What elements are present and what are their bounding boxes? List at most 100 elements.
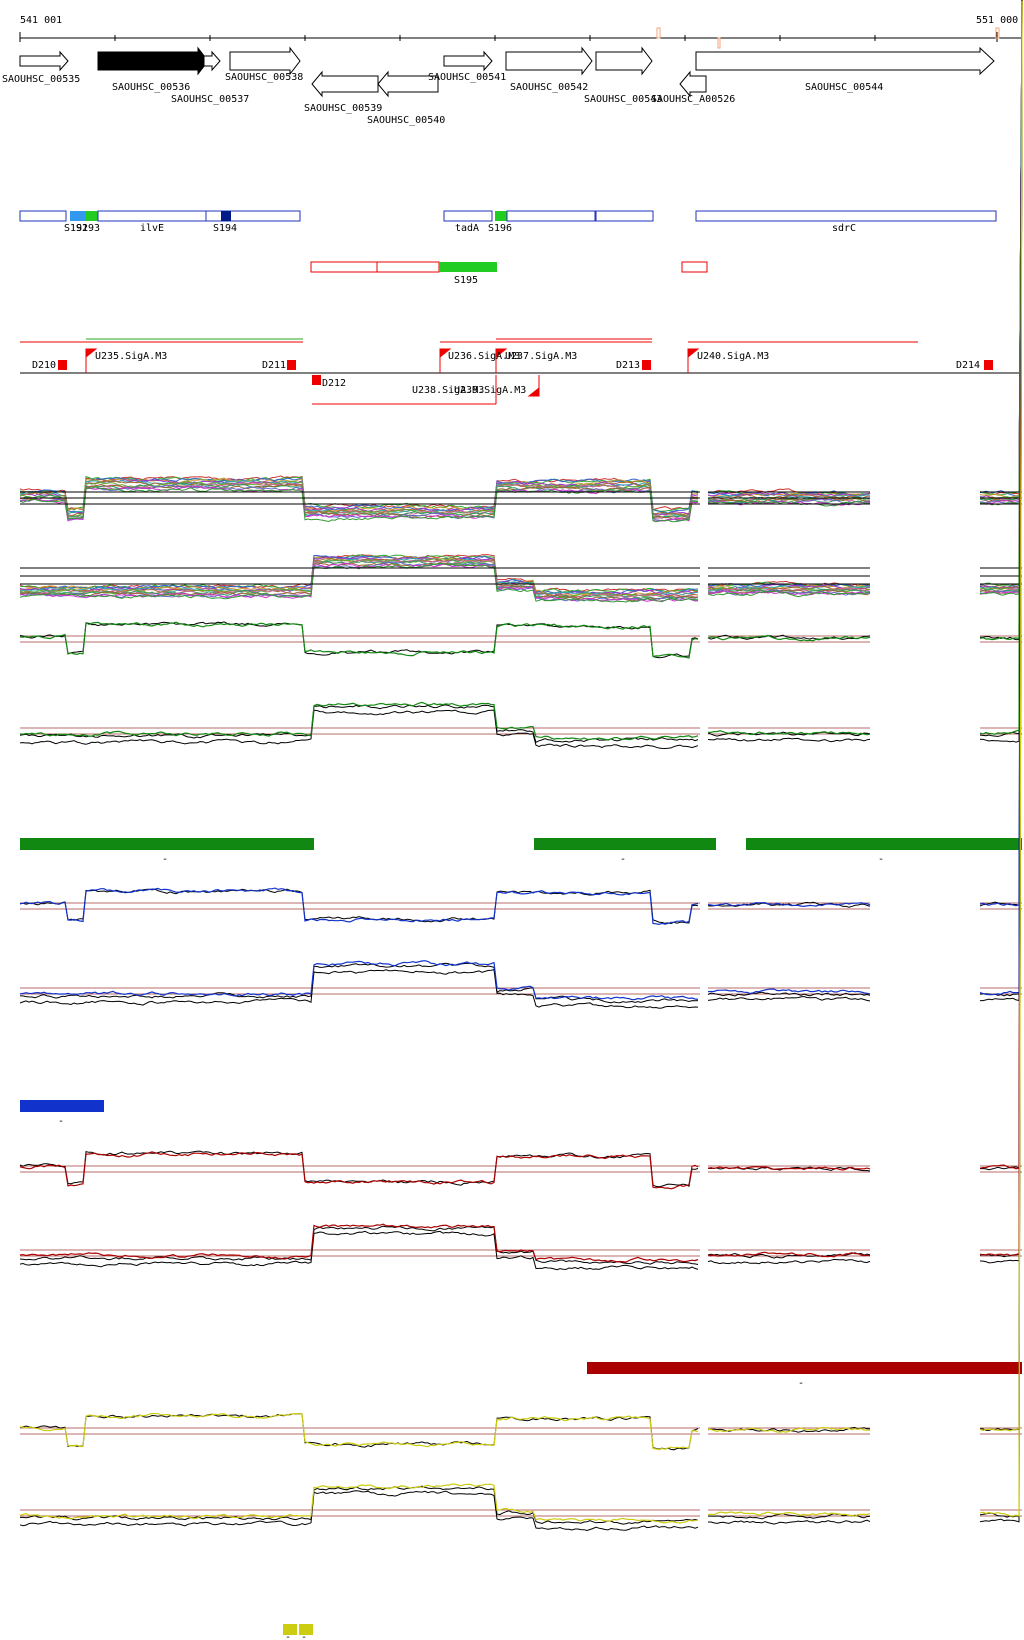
signal-trace [19,0,1023,1001]
signal-trace [19,0,1023,522]
signal-trace [19,0,1023,1524]
signal-trace [19,0,1023,741]
signal-trace [19,0,1023,516]
coordinate-ruler: 541 001 551 000 [19,15,1022,49]
gene-arrow[interactable] [311,70,379,98]
segment-label: - [798,1378,804,1389]
signal-trace [19,0,1023,603]
feature-label: sdrC [832,223,856,234]
segment-label: - [162,854,168,865]
gene-label: SAOUHSC_A00526 [651,94,735,105]
coord-start: 541 001 [20,15,62,26]
feature-block[interactable] [495,211,507,221]
signal-trace [19,0,1023,744]
marker-track: D210 U235.SigA.M3 D211 D212 U236.SigA.M3… [20,338,1022,405]
feature-block[interactable] [443,210,493,222]
signal-trace [19,0,1023,519]
gene-label: SAOUHSC_00540 [367,115,445,126]
segment-bar[interactable] [746,838,1022,850]
gene-label: SAOUHSC_00538 [225,72,303,83]
segment-label: - [620,854,626,865]
gene-arrow[interactable] [377,70,439,98]
gene-label: SAOUHSC_00544 [805,82,883,93]
signal-trace [19,0,1023,1271]
signal-trace [20,0,1023,1525]
signal-trace [20,0,1023,1451]
gene-arrow[interactable] [19,50,69,72]
feature-block[interactable] [70,211,86,221]
gene-arrow[interactable] [229,46,301,76]
marker-label: D210 [32,360,56,371]
gene-arrow[interactable] [505,46,593,76]
feature-track: S192 S193 ilvE S194 tadA S196 sdrC S195 [19,210,997,286]
gene-arrow[interactable] [679,70,707,98]
feature-label: S195 [454,275,478,286]
feature-block[interactable] [86,211,98,221]
feature-block[interactable] [695,210,997,222]
signal-trace [19,1,1023,520]
marker-label: D213 [616,360,640,371]
signal-trace [19,0,1023,1451]
feature-label: S196 [488,223,512,234]
signal-trace [19,1,1023,659]
marker-boxes [58,360,993,385]
marker-label: D211 [262,360,286,371]
marker-label: U236.SigA.M3 [448,351,520,362]
signal-trace [19,1,1023,750]
gene-label: SAOUHSC_00539 [304,103,382,114]
feature-label: S192 [64,223,88,234]
marker-label: D212 [322,378,346,389]
feature-block[interactable] [439,262,497,272]
signal-trace [19,0,1023,516]
signal-trace [19,0,1023,512]
segment-bar[interactable] [587,1362,1022,1374]
segment-label: - [58,1116,64,1127]
signal-trace [20,0,1023,1004]
feature-label: S193 [76,223,100,234]
signal-trace [19,0,1023,925]
gene-track: SAOUHSC_00535 SAOUHSC_00536 SAOUHSC_0053… [2,46,995,126]
signal-trace [19,0,1023,1009]
signal-trace [20,0,1023,518]
signal-trace [19,1,1023,511]
gene-label: SAOUHSC_00537 [171,94,249,105]
signal-trace [19,0,1023,1190]
feature-label: S194 [213,223,237,234]
gene-label: SAOUHSC_00543 [584,94,662,105]
segment-label: - [878,854,884,865]
gene-label: SAOUHSC_00542 [510,82,588,93]
signal-trace [19,0,1023,1532]
segment-bar[interactable] [299,1624,313,1635]
coord-end: 551 000 [976,15,1018,26]
feature-label: tadA [455,223,479,234]
gene-label: SAOUHSC_00536 [112,82,190,93]
segment-bar[interactable] [534,838,716,850]
signal-trace [19,1,1023,514]
feature-label: ilvE [140,223,164,234]
gene-label: SAOUHSC_00535 [2,74,80,85]
feature-block[interactable] [221,211,231,221]
gene-arrow[interactable] [443,50,493,72]
marker-label: U239.SigA.M3 [454,385,526,396]
gene-arrow[interactable] [203,50,221,72]
segment-bar[interactable] [20,1100,104,1112]
gene-arrow[interactable] [695,46,995,76]
gene-arrow[interactable] [595,46,653,76]
segment-label: - [285,1632,291,1640]
segment-bars: - - - - - - - [20,838,1022,1640]
marker-label: U240.SigA.M3 [697,351,769,362]
gene-arrow-highlighted[interactable] [97,46,209,76]
segment-label: - [301,1632,307,1640]
signal-trace [19,0,1023,523]
signal-trace [19,0,1023,1263]
signal-trace [19,0,1023,926]
signal-trace [19,1,1023,517]
signal-tracks [19,0,1023,1532]
marker-label: U238.SigA.M3 [412,385,484,396]
signal-trace [19,1,1023,517]
segment-bar[interactable] [283,1624,297,1635]
segment-bar[interactable] [20,838,314,850]
signal-trace [19,0,1023,1265]
feature-block[interactable] [97,210,207,222]
